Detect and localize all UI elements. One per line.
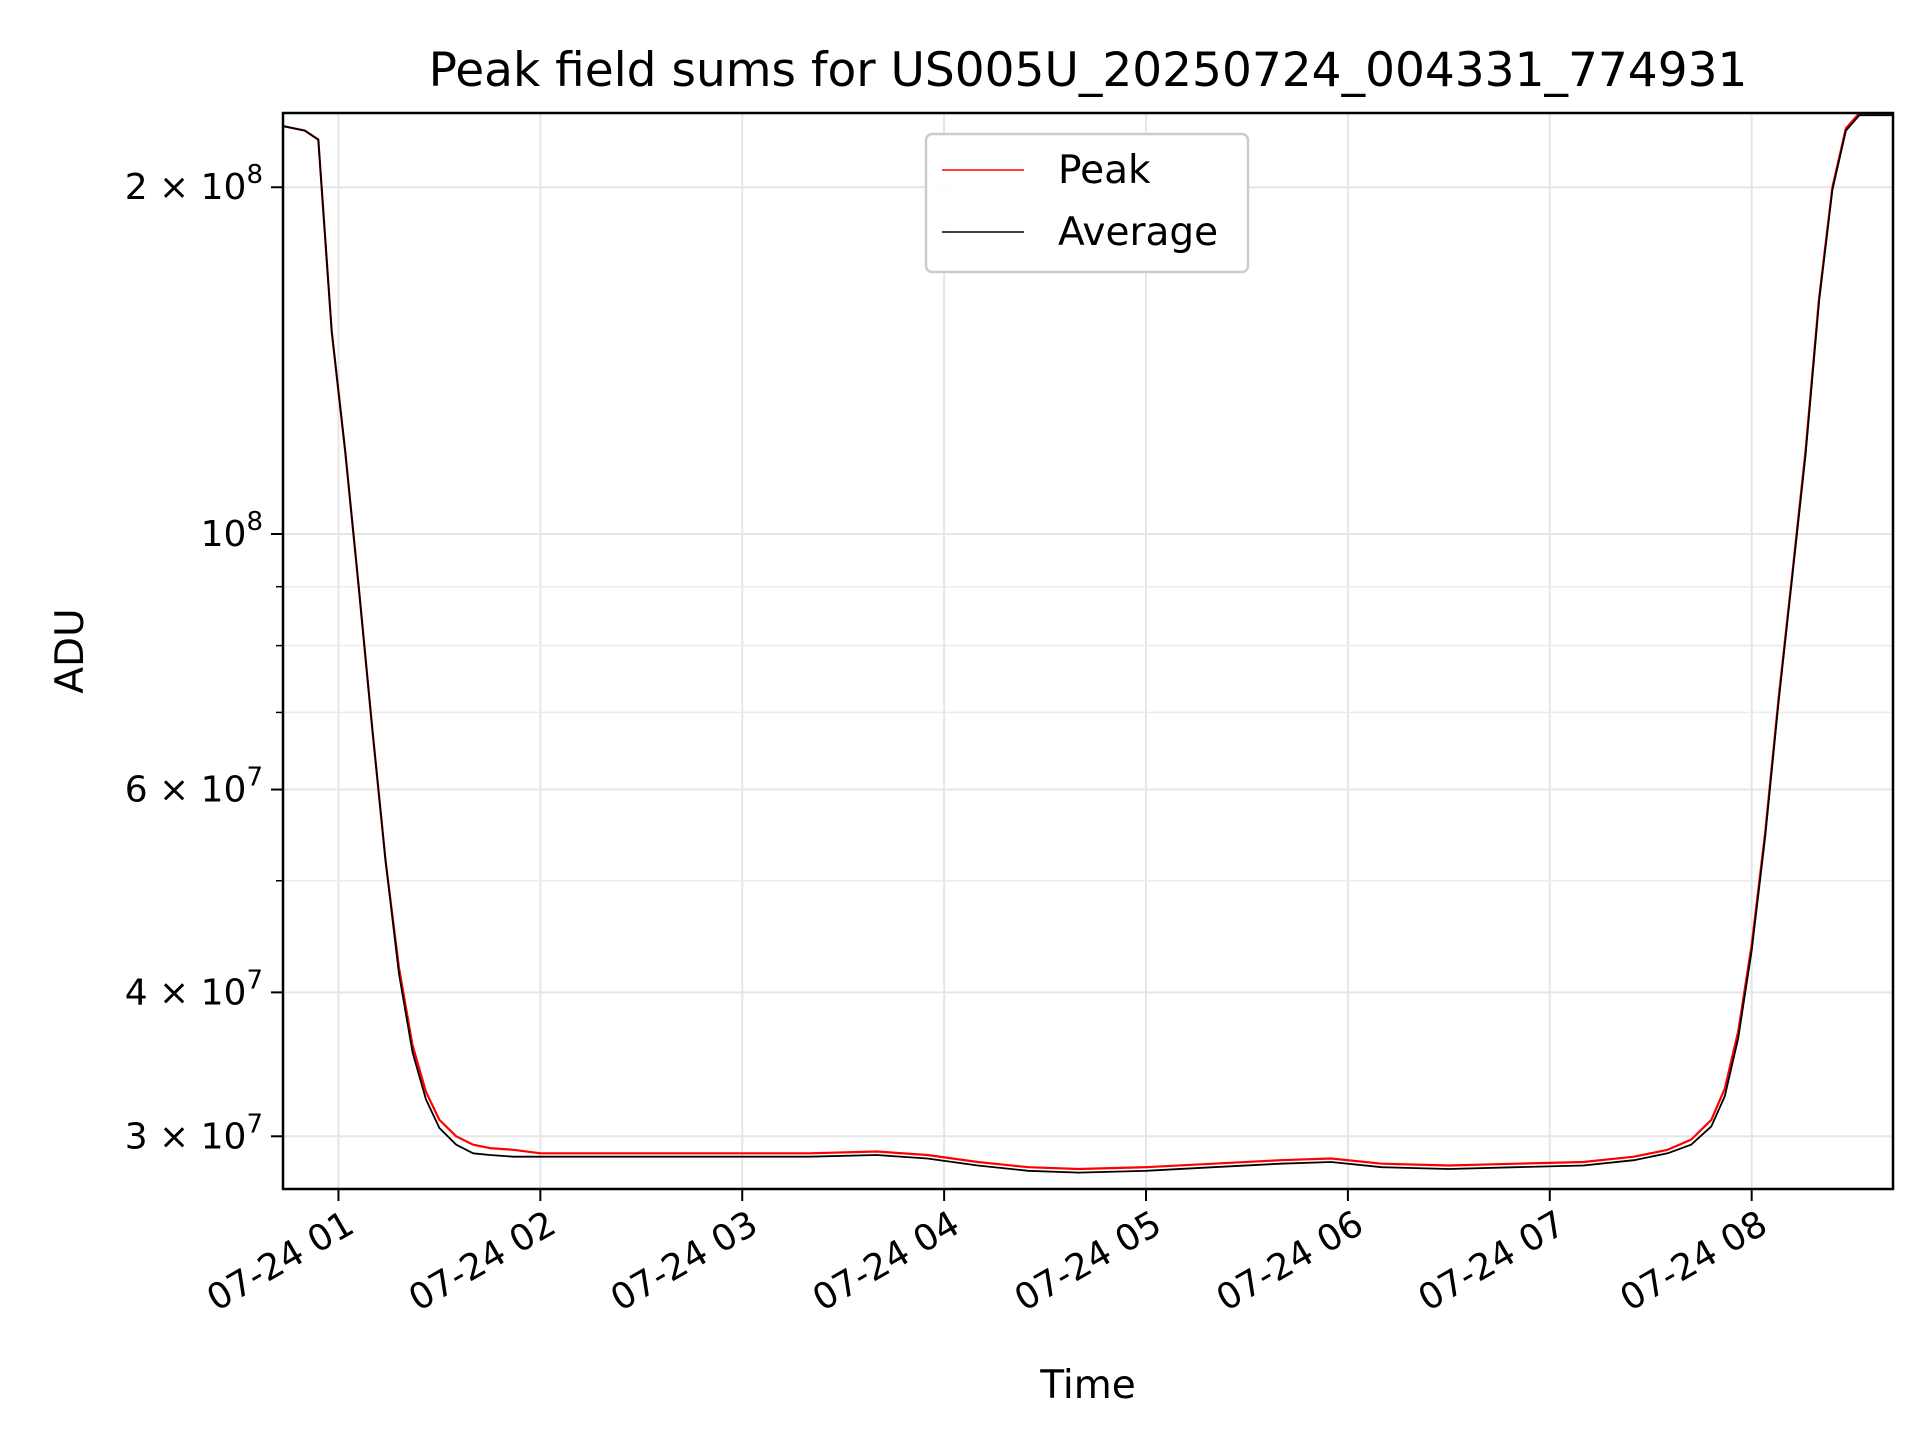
x-tick-label: 07-24 07 [1412, 1203, 1573, 1319]
legend: Peak Average [924, 132, 1250, 274]
x-tick-label: 07-24 04 [806, 1203, 967, 1319]
y-tick-label: 3 × 107 [125, 1109, 263, 1157]
y-tick-label: 108 [201, 507, 263, 555]
grid [283, 113, 1893, 1189]
y-axis-label: ADU [48, 608, 93, 693]
x-tick-label: 07-24 03 [604, 1203, 765, 1319]
y-tick-label: 6 × 107 [125, 763, 263, 811]
x-axis-label: Time [1039, 1363, 1135, 1408]
axis-ticks: 07-24 01 07-24 02 07-24 03 07-24 04 07-24 05… [125, 160, 1774, 1319]
plot-frame [281, 111, 1895, 1191]
x-tick-label: 07-24 01 [200, 1203, 361, 1319]
y-tick-label: 4 × 107 [125, 965, 263, 1013]
legend-label-average: Average [1058, 210, 1218, 255]
x-tick-label: 07-24 05 [1008, 1203, 1169, 1319]
x-tick-label: 07-24 08 [1614, 1203, 1775, 1319]
legend-box [924, 132, 1250, 274]
chart-title: Peak field sums for US005U_20250724_0043… [429, 43, 1748, 98]
legend-label-peak: Peak [1058, 148, 1151, 193]
y-tick-label: 2 × 108 [125, 160, 263, 208]
series-lines [283, 113, 1893, 1174]
x-tick-label: 07-24 02 [402, 1203, 563, 1319]
series-line-average [283, 114, 1893, 1174]
x-tick-label: 07-24 06 [1210, 1203, 1371, 1319]
